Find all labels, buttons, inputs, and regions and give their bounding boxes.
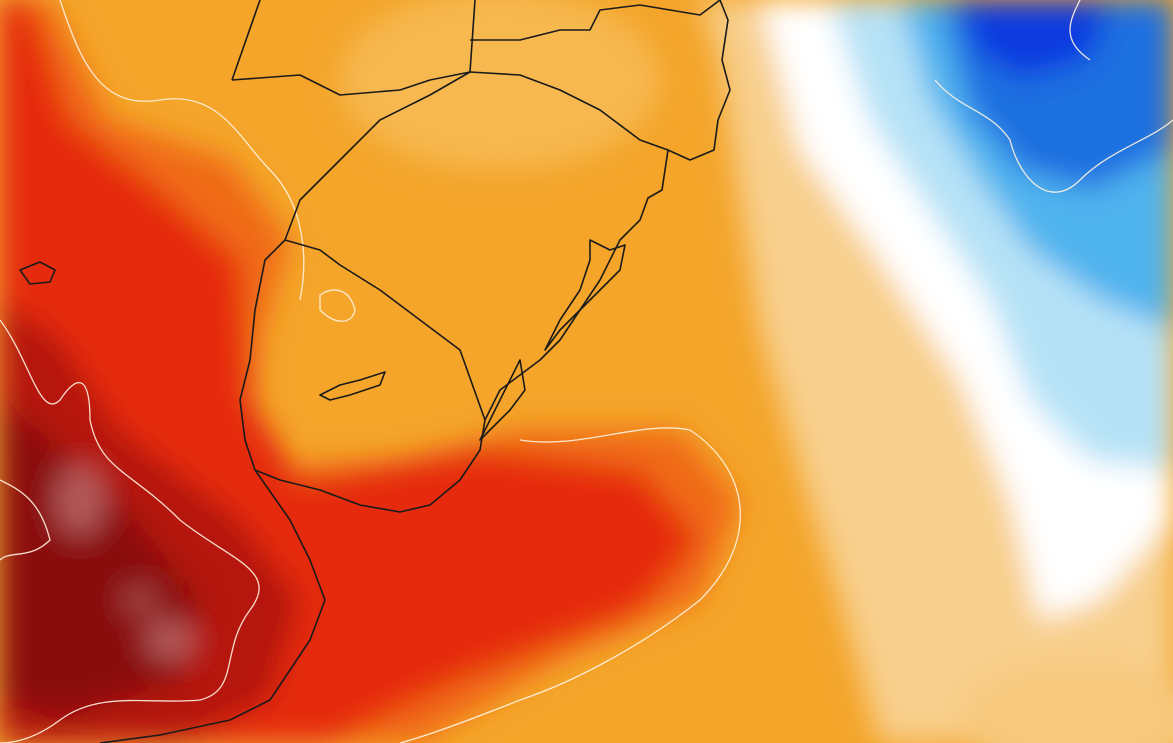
lagoon xyxy=(544,239,626,351)
contour-line xyxy=(0,479,51,561)
contour-line xyxy=(319,289,356,322)
extreme-spot xyxy=(55,465,105,535)
lake xyxy=(19,261,56,285)
extreme-spot xyxy=(122,586,158,614)
mild-zone xyxy=(960,660,1173,743)
mild-zone xyxy=(340,0,660,170)
contour-line xyxy=(934,79,1173,193)
coastline xyxy=(239,0,731,513)
contour-line xyxy=(59,0,305,301)
contour-line xyxy=(1069,0,1091,61)
coldest-zone xyxy=(960,0,1110,80)
border-line xyxy=(284,239,486,421)
contour-line xyxy=(399,427,741,743)
borders xyxy=(19,0,731,743)
extreme-spot xyxy=(145,620,195,660)
border-line xyxy=(231,0,721,96)
lagoon xyxy=(479,359,526,441)
coastline xyxy=(99,469,326,743)
lake xyxy=(319,371,386,401)
contour-line xyxy=(0,319,260,743)
